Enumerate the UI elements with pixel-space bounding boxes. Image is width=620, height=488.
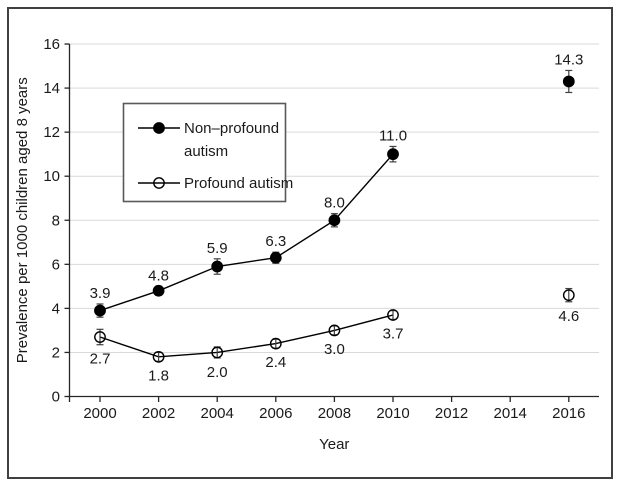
y-tick-label: 6 (52, 256, 60, 273)
y-tick-label: 0 (52, 389, 60, 406)
legend-label: Non–profound (184, 120, 279, 137)
x-tick-label: 2008 (318, 405, 351, 422)
filled-circle-marker (211, 260, 224, 273)
y-tick-label: 14 (43, 80, 60, 97)
legend: Non–profound autism Profound autism (122, 102, 293, 203)
data-label: 6.3 (265, 233, 286, 250)
data-label: 14.3 (554, 51, 583, 68)
y-tick-label: 12 (43, 124, 60, 141)
x-tick-label: 2014 (494, 405, 527, 422)
data-label: 2.4 (265, 354, 286, 371)
data-label: 2.7 (90, 351, 111, 368)
y-tick-label: 8 (52, 212, 60, 229)
legend-label: autism (184, 143, 228, 160)
x-tick-label: 2004 (201, 405, 234, 422)
filled-circle-marker (328, 214, 341, 227)
x-tick-label: 2006 (259, 405, 292, 422)
figure-frame (7, 7, 613, 479)
y-tick-label: 16 (43, 36, 60, 53)
data-label: 4.6 (558, 308, 579, 325)
data-label: 3.7 (383, 325, 404, 342)
y-tick-label: 4 (52, 300, 60, 317)
x-tick-label: 2016 (552, 405, 585, 422)
series-profound-autism: 2.7 1.8 2.0 2.4 3.0 3.7 4.6 (90, 287, 579, 384)
data-label: 4.8 (148, 267, 169, 284)
legend-item: Profound autism (138, 175, 293, 192)
legend-filled-circle-icon (153, 122, 165, 134)
data-label: 3.0 (324, 341, 345, 358)
data-label: 8.0 (324, 195, 345, 212)
x-tick-label: 2000 (83, 405, 116, 422)
legend-box (122, 102, 287, 203)
filled-circle-marker (387, 148, 399, 161)
x-axis-title: Year (319, 436, 349, 453)
open-circle-marker (328, 324, 341, 337)
filled-circle-marker (269, 251, 282, 264)
open-circle-marker (211, 346, 224, 359)
data-label: 1.8 (148, 367, 169, 384)
x-tick-label: 2002 (142, 405, 175, 422)
legend-item: Non–profound autism (138, 120, 279, 160)
filled-circle-marker (94, 304, 106, 317)
x-tick-label: 2010 (376, 405, 409, 422)
axes (64, 43, 599, 402)
open-circle-marker (269, 337, 282, 350)
open-circle-marker (387, 309, 399, 321)
y-axis-title: Prevalence per 1000 children aged 8 year… (14, 77, 31, 363)
data-label: 5.9 (207, 240, 228, 257)
y-tick-label: 10 (43, 168, 60, 185)
data-label: 2.0 (207, 364, 228, 381)
legend-open-circle-icon (153, 177, 165, 189)
x-tick-label: 2012 (435, 405, 468, 422)
filled-circle-marker (152, 284, 165, 297)
open-circle-marker (152, 350, 165, 363)
y-tick-label: 2 (52, 344, 60, 361)
legend-label: Profound autism (184, 175, 293, 192)
filled-circle-marker (562, 75, 575, 88)
open-circle-marker (94, 331, 106, 343)
error-bar (565, 287, 573, 303)
series-non-profound-autism: 3.9 4.8 5.9 6.3 8.0 11.0 14.3 (90, 51, 583, 318)
data-label: 11.0 (379, 127, 407, 144)
data-label: 3.9 (90, 285, 111, 302)
open-circle-marker (562, 289, 575, 302)
